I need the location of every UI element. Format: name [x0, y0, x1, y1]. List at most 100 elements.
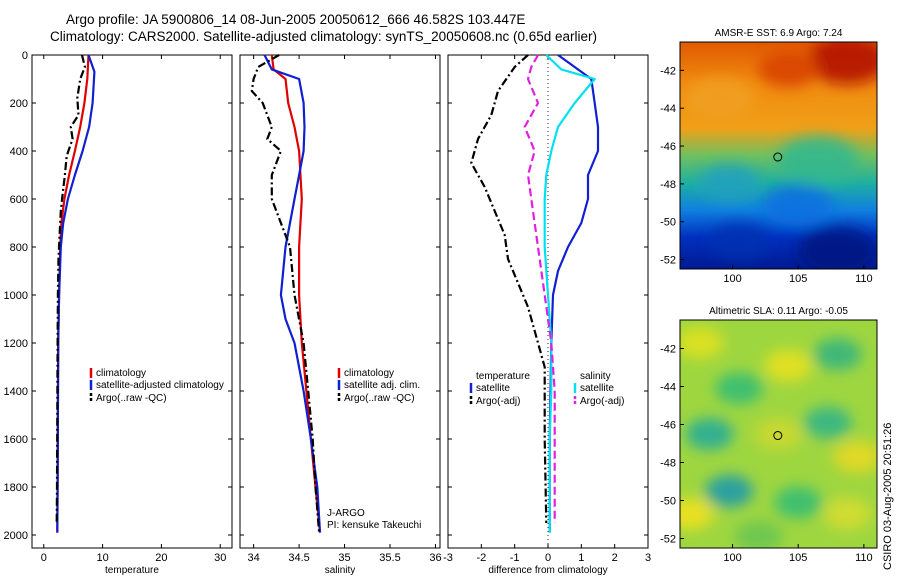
figure-title-line-1: Argo profile: JA 5900806_14 08-Jun-2005 … [66, 12, 526, 27]
y-tick-label: 400 [10, 146, 28, 158]
map-y-tick-label: -44 [660, 382, 676, 394]
map-frame [679, 319, 878, 549]
sst-map: AMSR-E SST: 6.9 Argo: 7.24 100 105 110 -42 -4… [660, 28, 878, 285]
y-tick-label: 1800 [4, 482, 28, 494]
sst-texture-patch [777, 136, 858, 185]
annotation-program: J-ARGO [327, 508, 365, 519]
legend-label: salinity [580, 371, 611, 382]
sla-texture-patch [823, 497, 872, 530]
sla-texture-patch [715, 372, 764, 405]
map-field [680, 320, 877, 548]
temperature-profile: 0 200 400 600 800 1000 1200 1400 1600 1800 2000 0 10… [4, 50, 233, 576]
legend-label: climatology [96, 368, 146, 379]
side-timestamp-label: CSIRO 03-Aug-2005 20:51:26 [882, 423, 894, 570]
map-y-tick-label: -48 [660, 179, 676, 191]
legend-label: satellite [580, 383, 614, 394]
map-title: AMSR-E SST: 6.9 Argo: 7.24 [715, 28, 843, 39]
map-y-tick-label: -42 [660, 344, 676, 356]
sla-texture-patch [685, 418, 734, 450]
sla-texture-patch [754, 418, 803, 450]
x-tick-label: 36 [429, 552, 441, 564]
y-tick-label: 1600 [4, 434, 28, 446]
sst-texture-patch [709, 223, 770, 260]
x-tick-label: 34.5 [288, 552, 309, 564]
legend-label: climatology [344, 368, 394, 379]
map-x-tick-label: 100 [723, 273, 741, 285]
sla-texture-patch [734, 520, 783, 548]
sla-texture-patch [833, 440, 877, 473]
map-frame [679, 41, 878, 270]
legend-label: satellite-adjusted climatology [96, 380, 224, 391]
legend-label: Argo(..raw -QC) [344, 393, 415, 404]
legend-label: satellite [476, 383, 510, 394]
x-tick-label: 35.5 [379, 552, 400, 564]
x-tick-label: 34 [248, 552, 260, 564]
x-tick-label: 20 [155, 552, 167, 564]
legend-label: Argo(-adj) [476, 396, 520, 407]
map-y-tick-label: -48 [660, 458, 676, 470]
series-line-satellite-adj-clim- [263, 54, 322, 533]
map-x-tick-label: 110 [855, 273, 873, 285]
x-axis-label: difference from climatology [488, 565, 607, 576]
sst-texture [684, 42, 877, 269]
plot-frame [31, 54, 233, 549]
sla-texture-patch [705, 475, 754, 507]
map-field [680, 42, 877, 269]
legend-label: Argo(-adj) [580, 396, 624, 407]
sla-texture-patch [774, 486, 823, 519]
y-tick-label: 800 [10, 242, 28, 254]
map-y-tick-label: -50 [660, 217, 676, 229]
x-axis-label: salinity [325, 565, 356, 576]
map-title: Altimetric SLA: 0.11 Argo: -0.05 [709, 306, 848, 317]
x-tick-label: -3 [443, 552, 453, 564]
y-tick-label: 0 [22, 50, 28, 62]
plot-frame [239, 54, 441, 549]
sla-texture-patch [803, 406, 852, 439]
x-tick-label: -1 [510, 552, 520, 564]
sst-texture-patch [758, 51, 819, 88]
salinity-profile: 34 34.5 35 35.5 36 salinity climatologysatelli… [239, 54, 442, 576]
map-x-tick-label: 105 [789, 273, 807, 285]
series-line-temperature-argo-adj- [470, 54, 548, 524]
sst-texture-patch [807, 42, 877, 85]
map-x-tick-label: 105 [789, 552, 807, 564]
legend-label: satellite adj. clim. [344, 380, 420, 391]
sla-texture-patch [680, 497, 714, 530]
map-y-tick-label: -50 [660, 496, 676, 508]
sst-texture-patch [763, 184, 834, 227]
y-tick-label: 1200 [4, 338, 28, 350]
figure-title-line-2: Climatology: CARS2000. Satellite-adjuste… [50, 29, 598, 44]
y-tick-label: 1400 [4, 386, 28, 398]
sst-texture-patch [699, 164, 760, 201]
legend-label: Argo(..raw -QC) [96, 393, 167, 404]
map-x-tick-label: 110 [855, 552, 873, 564]
sla-texture-patch [764, 349, 813, 382]
series-line-salinity-satellite [543, 54, 596, 533]
x-tick-label: 10 [96, 552, 108, 564]
legend-label: temperature [476, 371, 530, 382]
x-tick-label: 3 [645, 552, 651, 564]
map-y-tick-label: -52 [660, 255, 676, 267]
map-y-tick-label: -44 [660, 103, 676, 115]
x-tick-label: 2 [612, 552, 618, 564]
map-y-tick-label: -42 [660, 65, 676, 77]
sla-texture-patch [813, 338, 862, 371]
x-tick-label: 35 [338, 552, 350, 564]
y-tick-label: 600 [10, 194, 28, 206]
sst-texture-patch [797, 226, 877, 269]
argo-location-marker [773, 152, 783, 162]
y-tick-label: 2000 [4, 530, 28, 542]
series-line-salinity-argo-adj- [523, 54, 556, 523]
x-tick-label: -2 [476, 552, 486, 564]
series-line-argo-raw-qc- [55, 54, 87, 524]
x-tick-label: 1 [578, 552, 584, 564]
x-tick-label: 30 [214, 552, 226, 564]
sla-map: Altimetric SLA: 0.11 Argo: -0.05 100 105 11… [660, 306, 878, 564]
sla-texture [680, 326, 877, 548]
y-tick-label: 1000 [4, 290, 28, 302]
sst-texture-patch [684, 77, 755, 120]
argo-location-marker [773, 431, 783, 441]
difference-profile: -3 -2 -1 0 1 2 3 difference from climatology tem… [443, 54, 651, 576]
x-axis-label: temperature [105, 565, 159, 576]
